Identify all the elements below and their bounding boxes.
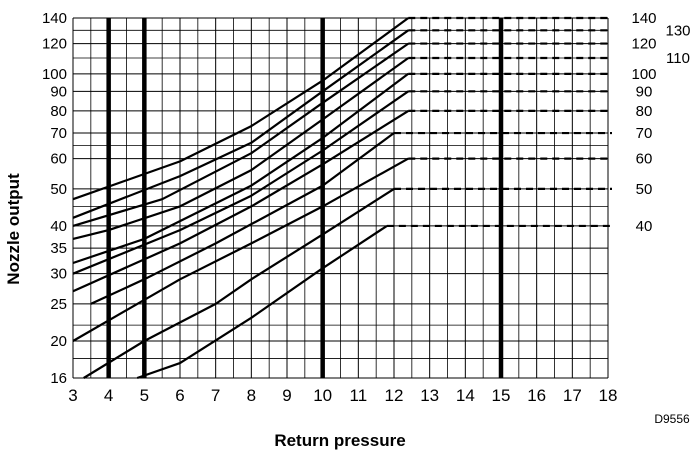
- right-value-label: 60: [636, 151, 653, 168]
- right-value-label: 50: [636, 181, 653, 198]
- right-value-label: 80: [636, 103, 653, 120]
- y-tick-label: 70: [50, 125, 67, 142]
- x-tick-label: 10: [313, 386, 332, 405]
- x-tick-label: 5: [140, 386, 149, 405]
- dashed-extensions: [386, 16, 612, 228]
- right-value-label: 100: [631, 66, 656, 83]
- series-line: [72, 42, 409, 227]
- x-tick-label: 8: [247, 386, 256, 405]
- y-tick-label: 50: [50, 181, 67, 198]
- x-tick-label: 12: [385, 386, 404, 405]
- x-tick-label: 3: [68, 386, 77, 405]
- right-value-label: 90: [636, 83, 653, 100]
- tick-labels: 3 4 5 6 7 8 9 10 11 12 13 14 15 16 17 18 16 20 25 30 35 40 50 6…: [42, 10, 617, 405]
- y-axis-label: Nozzle output: [4, 173, 23, 285]
- series-line: [72, 72, 409, 265]
- y-tick-label: 140: [42, 10, 67, 27]
- x-axis-label: Return pressure: [274, 431, 405, 450]
- series-line: [72, 29, 409, 219]
- x-tick-label: 16: [527, 386, 546, 405]
- series-line: [72, 57, 409, 240]
- right-value-label: 140: [631, 10, 656, 27]
- x-tick-label: 6: [175, 386, 184, 405]
- y-tick-label: 40: [50, 218, 67, 235]
- x-tick-label: 13: [420, 386, 439, 405]
- y-tick-label: 16: [50, 370, 67, 387]
- right-value-label: 40: [636, 218, 653, 235]
- y-tick-label: 100: [42, 66, 67, 83]
- right-value-label: 120: [631, 36, 656, 53]
- series-line: [72, 90, 409, 275]
- x-tick-label: 9: [282, 386, 291, 405]
- series-line: [72, 109, 409, 293]
- x-tick-label: 4: [104, 386, 113, 405]
- right-value-label: 130: [665, 22, 690, 39]
- series-line: [83, 187, 395, 379]
- x-tick-label: 7: [211, 386, 220, 405]
- series-line: [72, 157, 409, 342]
- right-value-label: 110: [666, 50, 690, 67]
- x-tick-label: 17: [563, 386, 582, 405]
- grid: [72, 17, 609, 379]
- x-tick-label: 11: [350, 386, 368, 405]
- y-tick-label: 30: [50, 266, 67, 283]
- x-tick-label: 15: [492, 386, 511, 405]
- series-lines: [72, 17, 409, 380]
- series-line: [90, 132, 395, 305]
- x-tick-label: 18: [599, 386, 618, 405]
- y-tick-label: 80: [50, 103, 67, 120]
- y-tick-label: 25: [50, 296, 67, 313]
- right-value-label: 70: [636, 125, 653, 142]
- y-tick-label: 90: [50, 83, 67, 100]
- chart-code: D9556: [654, 412, 690, 426]
- y-tick-label: 20: [50, 333, 67, 350]
- x-tick-label: 14: [456, 386, 475, 405]
- series-line: [72, 17, 409, 201]
- series-line: [136, 224, 388, 380]
- y-tick-label: 60: [50, 151, 67, 168]
- y-tick-label: 120: [42, 36, 67, 53]
- y-tick-label: 35: [50, 240, 67, 257]
